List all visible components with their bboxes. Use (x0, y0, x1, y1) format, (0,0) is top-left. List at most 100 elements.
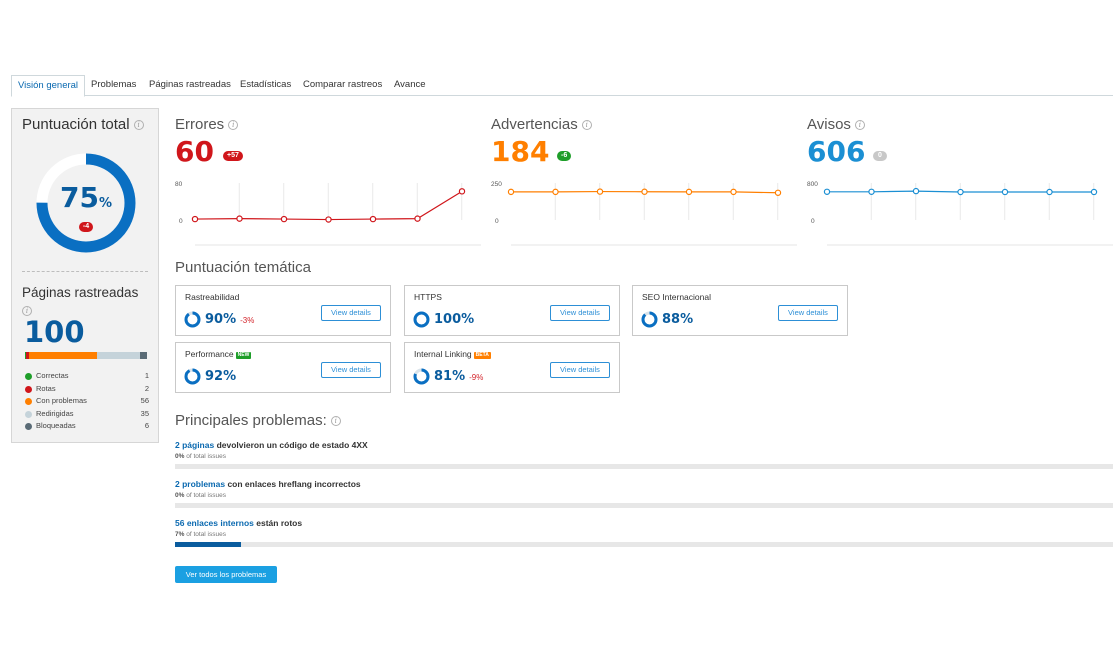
thematic-card-delta: -3% (240, 315, 255, 325)
thematic-card-pct: 92% (205, 368, 237, 384)
legend-dot (25, 398, 32, 405)
score-ring-arc (413, 311, 430, 327)
view-details-button[interactable]: View details (550, 362, 610, 378)
data-point[interactable] (957, 188, 964, 196)
data-point[interactable] (774, 189, 782, 196)
thematic-card-score: 90% -3% (184, 310, 254, 328)
status-bar-segment (96, 352, 140, 359)
issue-link[interactable]: 2 problemas (175, 479, 226, 489)
metric-title: Errores i (175, 116, 239, 133)
legend-item[interactable]: Correctas 1 (25, 370, 149, 383)
data-point[interactable] (414, 215, 421, 222)
score-donut: 75% -4 (34, 151, 138, 255)
view-details-button[interactable]: View details (321, 362, 381, 378)
thematic-card-score: 88% (641, 310, 693, 328)
data-point[interactable] (369, 215, 377, 223)
status-bar-segment (26, 352, 29, 359)
issue-link[interactable]: 56 enlaces internos (175, 518, 254, 528)
metric-trend-chart: 250 0 (491, 181, 797, 246)
status-bar-segment (28, 352, 97, 359)
thematic-card-score: 92% (184, 367, 236, 385)
score-ring-arc (184, 311, 201, 327)
view-all-issues-button[interactable]: Ver todos los problemas (175, 566, 277, 583)
data-point[interactable] (641, 188, 648, 195)
data-point[interactable] (325, 216, 332, 223)
info-icon[interactable]: i (228, 120, 239, 131)
score-delta-badge: -4 (78, 222, 94, 232)
thematic-card-score: 100% (413, 310, 474, 328)
data-point[interactable] (236, 215, 243, 222)
thematic-card: SEO Internacional 88% View details (632, 285, 848, 336)
thematic-card-tag: NEW (235, 352, 252, 359)
data-point[interactable] (191, 215, 199, 223)
score-title: Puntuación total i (22, 116, 144, 133)
data-point[interactable] (730, 188, 737, 196)
data-point[interactable] (280, 215, 288, 223)
issue-item: 2 problemas con enlaces hreflang incorre… (175, 479, 1113, 508)
issue-share: 0% of total issues (175, 453, 226, 460)
data-point[interactable] (596, 188, 604, 195)
issue-share-bar (175, 542, 1113, 547)
score-value: 75% (60, 181, 112, 214)
tab-bar: Visión general Problemas Páginas rastrea… (11, 75, 1113, 97)
thematic-card-title: Performance NEW (185, 349, 252, 359)
info-icon[interactable]: i (22, 305, 32, 316)
score-ring-arc (184, 368, 201, 384)
legend-value: 2 (144, 383, 149, 393)
legend-label: Con problemas (36, 396, 87, 405)
info-icon[interactable]: i (581, 120, 592, 131)
issue-share-fill (175, 542, 241, 547)
data-point[interactable] (868, 188, 875, 195)
legend-dot (25, 410, 32, 418)
legend-dot (25, 373, 32, 380)
thematic-card: Internal Linking BETA 81% -9% View details (404, 342, 620, 393)
view-details-button[interactable]: View details (550, 305, 610, 321)
tab-avance[interactable]: Avance (394, 79, 426, 90)
info-icon[interactable]: i (133, 120, 144, 131)
metric-value: 184 (491, 135, 550, 168)
thematic-card: Performance NEW 92% View details (175, 342, 391, 393)
legend-item[interactable]: Rotas 2 (25, 383, 149, 396)
issue-share-bar (175, 464, 1113, 469)
legend-item[interactable]: Con problemas 56 (25, 395, 149, 408)
data-point[interactable] (1001, 188, 1009, 196)
data-point[interactable] (507, 188, 515, 196)
legend-value: 1 (144, 371, 149, 380)
score-ring (184, 311, 201, 327)
site-health-panel: Puntuación total i 75% -4 Páginas rastrea… (11, 108, 159, 443)
legend-label: Bloqueadas (36, 421, 76, 430)
tab-comparar-rastreos[interactable]: Comparar rastreos (303, 79, 383, 90)
data-point[interactable] (1046, 188, 1053, 196)
thematic-card-tag: BETA (473, 352, 491, 359)
issues-title: Principales problemas: i (175, 412, 341, 429)
thematic-card: HTTPS 100% View details (404, 285, 620, 336)
issue-share-bar (175, 503, 1113, 508)
metric-title: Advertencias i (491, 116, 592, 133)
data-point[interactable] (823, 188, 831, 195)
thematic-card-title: HTTPS (414, 292, 442, 302)
tab-vision-general[interactable]: Visión general (11, 75, 86, 97)
status-bar-segment (139, 352, 147, 359)
data-point[interactable] (1090, 188, 1098, 196)
legend-item[interactable]: Redirigidas 35 (25, 408, 149, 421)
legend-value: 56 (140, 396, 149, 405)
info-icon[interactable]: i (854, 120, 865, 131)
issue-link[interactable]: 2 páginas (175, 440, 215, 450)
tab-problemas[interactable]: Problemas (91, 79, 137, 90)
thematic-card-delta: -9% (469, 372, 484, 382)
info-icon[interactable]: i (330, 416, 341, 427)
issue-item: 56 enlaces internos están rotos 7% of tot… (175, 518, 1113, 547)
y-tick-label: 800 (807, 181, 818, 188)
data-point[interactable] (685, 188, 693, 196)
legend-item[interactable]: Bloqueadas 6 (25, 420, 149, 433)
data-point[interactable] (458, 188, 466, 195)
y-tick-label: 0 (179, 218, 183, 225)
data-point[interactable] (552, 188, 559, 196)
thematic-card-pct: 81% (434, 368, 466, 384)
view-details-button[interactable]: View details (321, 305, 381, 321)
data-point[interactable] (912, 187, 920, 195)
view-details-button[interactable]: View details (778, 305, 838, 321)
tab-estadisticas[interactable]: Estadísticas (240, 79, 292, 90)
y-tick-label: 80 (175, 181, 183, 188)
tab-paginas-rastreadas[interactable]: Páginas rastreadas (149, 79, 231, 90)
